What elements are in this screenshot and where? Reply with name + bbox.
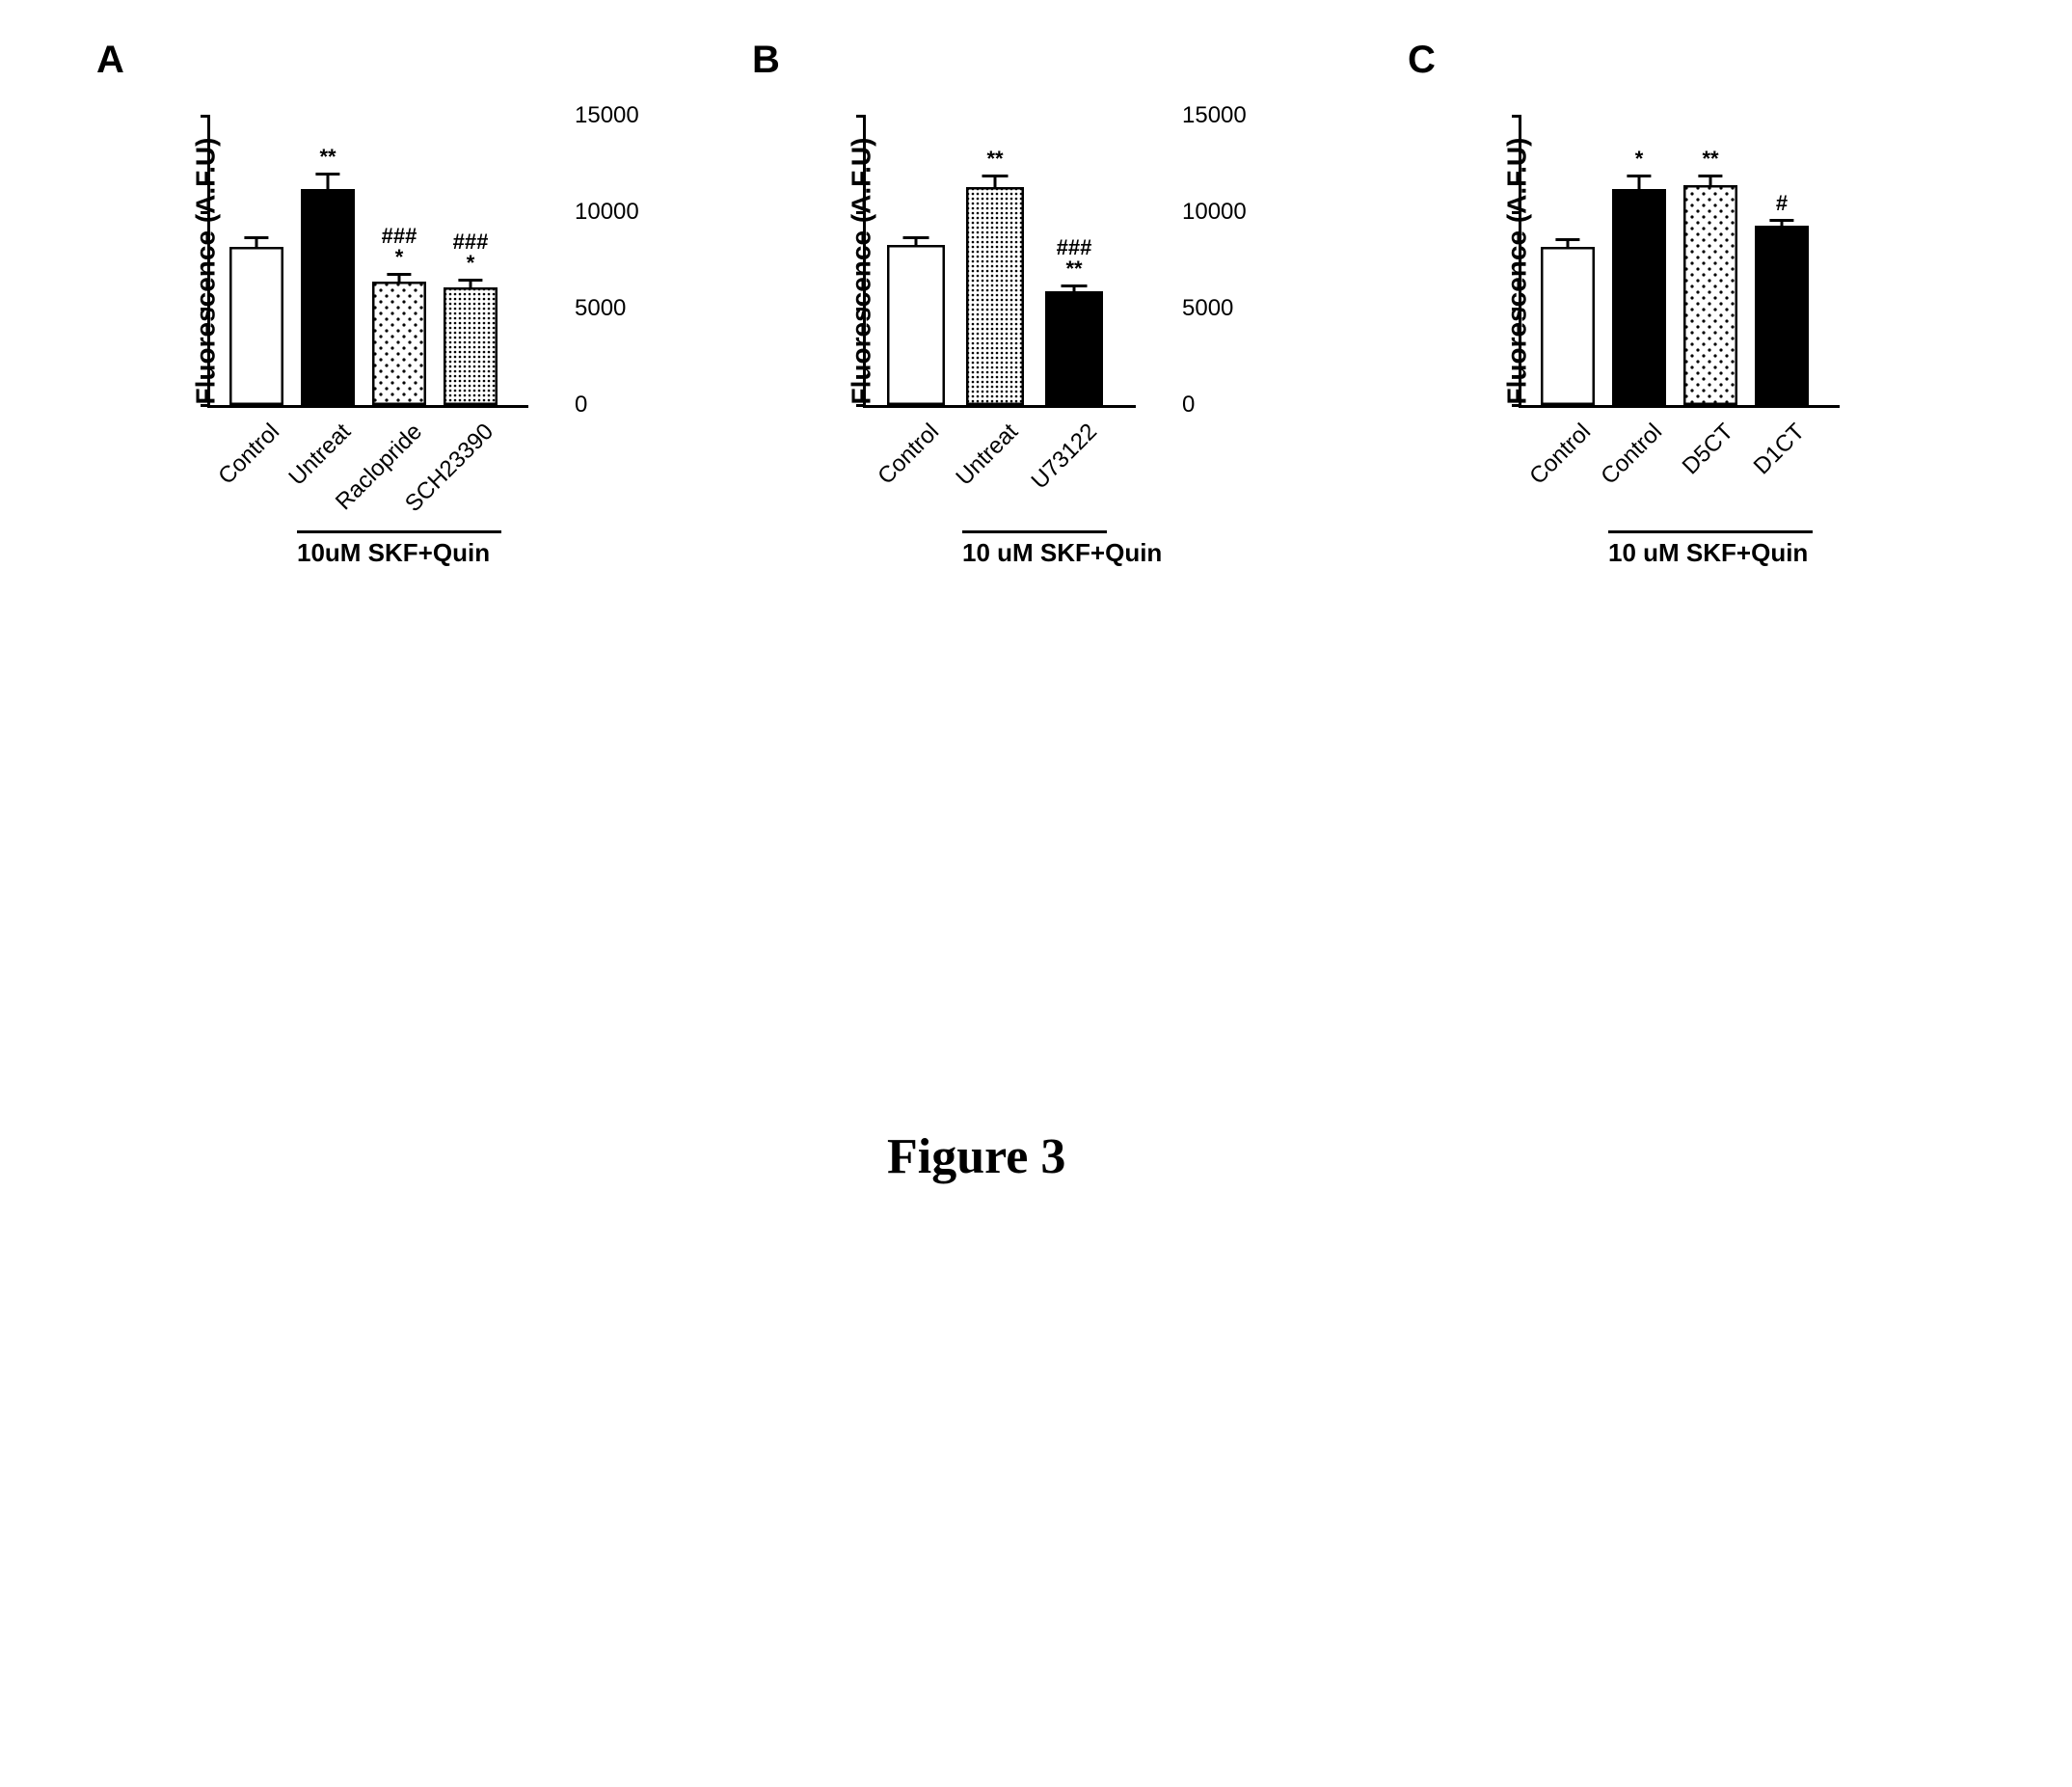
significance-marker: ### [1057, 237, 1092, 258]
y-tick [201, 115, 210, 118]
significance-marker: * [467, 253, 475, 274]
treatment-line [297, 530, 501, 533]
significance-marker: ** [1065, 258, 1082, 280]
significance-marker: ### [453, 231, 489, 253]
significance-marker: ** [319, 147, 336, 168]
y-tick [201, 404, 210, 407]
y-tick-label: 15000 [575, 102, 852, 129]
treatment-label: 10 uM SKF+Quin [1608, 538, 1808, 568]
figure-container: AFluorescence (A.F.U)050001000015000Cont… [96, 39, 1977, 714]
y-tick [1512, 308, 1521, 311]
y-tick-label: 5000 [1182, 295, 1508, 322]
y-tick [1512, 211, 1521, 214]
error-stem [256, 237, 258, 247]
bar [1045, 291, 1103, 405]
y-tick-label: 0 [0, 392, 197, 419]
significance-marker: ** [986, 149, 1003, 170]
error-cap [1627, 175, 1651, 177]
y-tick-label: 5000 [575, 295, 852, 322]
treatment-label: 10 uM SKF+Quin [962, 538, 1162, 568]
error-cap [903, 236, 929, 239]
y-tick-label: 0 [1182, 392, 1508, 419]
error-cap [1555, 238, 1579, 241]
figure-title: Figure 3 [887, 1128, 1065, 1185]
y-tick [1512, 115, 1521, 118]
bar [966, 187, 1024, 405]
bar [1755, 226, 1809, 405]
error-cap [387, 273, 411, 276]
bar [229, 247, 283, 405]
bar [1541, 247, 1595, 405]
plot-area: 050001000015000Control*Control**D5CT#D1C… [1519, 116, 1840, 408]
bar [887, 245, 945, 405]
error-stem [1638, 176, 1641, 189]
y-tick-label: 10000 [575, 199, 852, 226]
error-stem [994, 176, 997, 187]
bar [372, 282, 426, 405]
panel-a: AFluorescence (A.F.U)050001000015000Cont… [96, 39, 636, 714]
error-cap [982, 175, 1009, 177]
error-cap [244, 236, 268, 239]
y-tick-label: 15000 [1182, 102, 1508, 129]
significance-marker: * [1635, 149, 1644, 170]
significance-marker: # [1776, 193, 1788, 214]
error-cap [458, 279, 482, 282]
significance-marker: * [395, 247, 404, 268]
bar [301, 189, 355, 405]
error-stem [1709, 176, 1712, 185]
significance-marker: ** [1702, 149, 1718, 170]
panel-label: B [752, 39, 780, 82]
panel-label: A [96, 39, 124, 82]
y-tick-label: 10000 [0, 199, 197, 226]
error-stem [327, 174, 330, 189]
panel-c: CFluorescence (A.F.U)050001000015000Cont… [1408, 39, 1948, 714]
significance-marker: ### [382, 226, 417, 247]
treatment-label: 10uM SKF+Quin [297, 538, 490, 568]
y-tick [856, 211, 866, 214]
error-cap [1698, 175, 1722, 177]
plot-area: 050001000015000Control**Untreat**###U731… [863, 116, 1136, 408]
bar [444, 287, 498, 405]
bar [1683, 185, 1737, 405]
panel-b: BFluorescence (A.F.U)050001000015000Cont… [752, 39, 1292, 714]
bar [1612, 189, 1666, 405]
y-tick-label: 5000 [0, 295, 197, 322]
error-cap [315, 173, 339, 176]
y-tick-label: 10000 [1182, 199, 1508, 226]
treatment-line [1608, 530, 1813, 533]
y-tick [201, 211, 210, 214]
y-tick [856, 404, 866, 407]
y-tick-label: 15000 [0, 102, 197, 129]
error-cap [1062, 284, 1088, 287]
treatment-line [962, 530, 1107, 533]
y-tick [856, 115, 866, 118]
y-tick [1512, 404, 1521, 407]
y-tick [856, 308, 866, 311]
error-cap [1769, 219, 1793, 222]
panel-label: C [1408, 39, 1436, 82]
y-tick-label: 0 [575, 392, 852, 419]
plot-area: 050001000015000Control**Untreat*###Raclo… [207, 116, 528, 408]
y-tick [201, 308, 210, 311]
